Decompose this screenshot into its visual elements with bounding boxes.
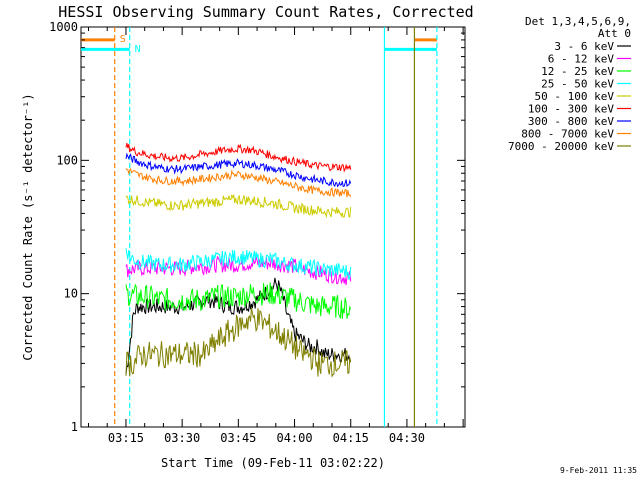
legend-entry-label: 12 - 25 keV bbox=[541, 65, 614, 78]
series-line bbox=[125, 255, 352, 286]
series-line bbox=[125, 152, 352, 188]
series-line bbox=[125, 282, 352, 319]
x-tick-label: 03:30 bbox=[164, 431, 200, 445]
y-tick-label: 10 bbox=[64, 287, 78, 301]
marker-label: S bbox=[120, 34, 126, 45]
x-tick-label: 04:00 bbox=[276, 431, 312, 445]
x-tick-label: 04:30 bbox=[389, 431, 425, 445]
vertical-lines bbox=[383, 27, 438, 427]
series-line bbox=[125, 142, 352, 173]
chart-title: HESSI Observing Summary Count Rates, Cor… bbox=[58, 3, 473, 21]
series-line bbox=[125, 193, 352, 219]
y-tick-label: 1000 bbox=[49, 20, 78, 34]
series-group bbox=[125, 142, 352, 378]
legend-entry-label: 300 - 800 keV bbox=[528, 115, 614, 128]
legend-entry-label: 100 - 300 keV bbox=[528, 103, 614, 116]
x-tick-label: 03:45 bbox=[220, 431, 256, 445]
legend-header-2: Att 0 bbox=[598, 27, 631, 40]
legend-header-1: Det 1,3,4,5,6,9, bbox=[525, 15, 631, 28]
series-line bbox=[125, 167, 352, 198]
series-line bbox=[125, 307, 352, 378]
series-line bbox=[125, 248, 352, 280]
x-axis-label: Start Time (09-Feb-11 03:02:22) bbox=[161, 456, 385, 470]
legend-entry-label: 3 - 6 keV bbox=[554, 40, 614, 53]
y-axis-label: Corrected Count Rate (s⁻¹ detector⁻¹) bbox=[21, 93, 35, 360]
y-tick-label: 1 bbox=[71, 420, 78, 434]
legend-entry-label: 50 - 100 keV bbox=[535, 90, 615, 103]
attenuator-markers: SN bbox=[114, 27, 141, 427]
footer-date: 9-Feb-2011 11:35 bbox=[560, 466, 637, 475]
y-axis: 1 10 100 1000 bbox=[49, 20, 465, 434]
marker-label: N bbox=[135, 44, 141, 55]
y-tick-label: 100 bbox=[56, 153, 78, 167]
legend-entry-label: 800 - 7000 keV bbox=[521, 128, 614, 141]
legend-entry-label: 25 - 50 keV bbox=[541, 78, 614, 91]
plot-frame bbox=[80, 26, 466, 428]
legend-entry-label: 6 - 12 keV bbox=[548, 53, 615, 66]
x-axis: 03:15 03:30 03:45 04:00 04:15 04:30 bbox=[87, 27, 464, 445]
legend-entry-label: 7000 - 20000 keV bbox=[508, 140, 614, 153]
x-tick-label: 03:15 bbox=[108, 431, 144, 445]
energy-band-bars bbox=[81, 38, 437, 51]
x-tick-label: 04:15 bbox=[333, 431, 369, 445]
